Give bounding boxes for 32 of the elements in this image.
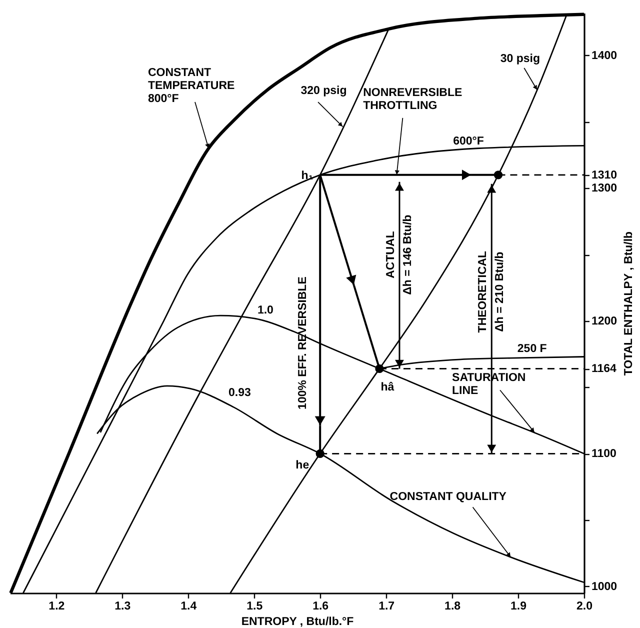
series-label: 0.93	[228, 387, 251, 400]
y-tick-label: 1164	[592, 363, 618, 376]
series-label: 600°F	[453, 135, 484, 148]
y-tick-label: 1400	[592, 50, 618, 62]
series-label: 30 psig	[500, 52, 540, 65]
x-tick-label: 1.9	[510, 600, 527, 612]
annotation: THEORETICAL Δh = 210 Btu/b	[477, 250, 506, 333]
series-label: CONSTANT TEMPERATURE 800°F	[148, 66, 235, 105]
x-tick-label: 1.6	[312, 600, 329, 612]
x-tick-label: 1.8	[444, 600, 462, 612]
y-tick-label: 1000	[592, 580, 618, 593]
y-tick-label: 1310	[592, 169, 618, 182]
y-tick-label: 1100	[592, 448, 616, 460]
annotation: CONSTANT QUALITY	[390, 491, 507, 504]
annotation: NONREVERSIBLE THROTTLING	[363, 86, 462, 112]
series-label: 1.0	[257, 304, 274, 316]
x-tick-label: 1.5	[246, 600, 264, 612]
y-axis-title: TOTAL ENTHALPY , Btu/lb	[623, 231, 636, 376]
series-label: 250 F	[517, 343, 547, 356]
annotation: he	[296, 460, 310, 472]
y-tick-label: 1200	[592, 315, 618, 328]
x-tick-label: 1.7	[378, 600, 395, 612]
x-tick-label: 1.3	[114, 600, 131, 612]
annotation: 100% EFF. REVERSIBLE	[297, 276, 310, 410]
x-axis-title: ENTROPY , Btu/lb.°F	[241, 616, 354, 628]
annotation: ACTUAL Δh = 146 Btu/b	[384, 214, 414, 295]
series-label: 320 psig	[300, 85, 347, 98]
x-tick-label: 1.2	[48, 600, 65, 612]
annotation: hâ	[380, 382, 395, 394]
x-tick-label: 2.0	[576, 600, 592, 612]
x-tick-label: 1.4	[180, 600, 198, 612]
y-tick-label: 1300	[592, 182, 618, 195]
